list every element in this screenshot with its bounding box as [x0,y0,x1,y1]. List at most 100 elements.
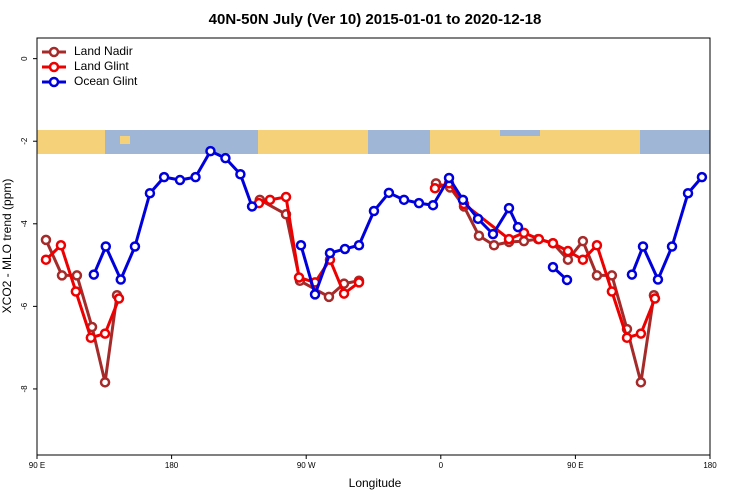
data-point [652,274,664,285]
legend-label: Ocean Glint [74,74,138,88]
data-point [635,328,647,339]
data-point [113,293,125,304]
data-point [666,241,678,252]
data-point [235,168,246,180]
y-tick-label: -6 [20,302,29,310]
data-point [443,172,455,184]
x-tick-label: 0 [439,461,444,470]
data-point [547,261,559,273]
data-point [533,233,545,245]
data-point [353,277,365,288]
x-axis-label: Longitude [349,476,402,490]
data-point [56,270,68,281]
x-tick-label: 90 E [29,461,45,470]
data-point [293,272,305,283]
data-point [55,240,67,251]
data-point [70,286,82,297]
data-point [606,286,618,297]
data-point [457,194,469,206]
data-point [40,234,52,246]
data-point [190,171,201,183]
data-point [40,254,52,265]
x-tick-label: 180 [703,461,717,470]
data-point [626,269,638,280]
data-point [174,174,186,186]
data-point [339,243,351,255]
map-land [37,130,105,154]
plot-frame [36,37,711,456]
map-land [120,136,130,144]
data-point [280,191,292,203]
map-land [430,130,500,154]
data-point [621,332,633,343]
data-point [591,270,603,281]
legend-marker [48,61,60,73]
map-land [500,136,540,154]
data-point [635,377,647,388]
data-point [577,235,589,247]
x-tick-label: 90 W [297,461,316,470]
map-land [540,130,640,154]
data-point [129,241,141,252]
data-point [429,183,441,194]
data-point [518,235,530,247]
chart-title: 40N-50N July (Ver 10) 2015-01-01 to 2020… [209,11,542,28]
data-point [591,240,603,251]
data-point [368,205,380,217]
data-point [649,293,661,304]
data-point [398,194,410,206]
legend-label: Land Nadir [74,44,133,58]
legend-label: Land Glint [74,59,129,73]
data-point [473,230,485,242]
y-axis-label: XCO2 - MLO trend (ppm) [0,179,14,314]
data-point [503,233,515,245]
data-point [144,187,156,199]
data-point [158,171,170,183]
data-point [220,152,231,164]
data-point [487,228,499,240]
x-tick-label: 90 E [567,461,583,470]
data-point [323,291,335,303]
map-land [258,130,368,154]
data-point [637,241,649,252]
data-point [295,240,307,251]
data-point [427,199,439,211]
data-point [246,201,258,212]
data-point [696,171,708,183]
data-point [99,328,111,339]
data-point [71,270,83,281]
data-point [100,241,112,252]
data-point [413,197,425,209]
y-tick-label: -4 [20,220,29,228]
data-point [205,145,216,157]
legend-marker [48,46,60,58]
data-point [309,289,321,300]
map-strip [37,130,710,154]
series-line [92,149,704,296]
data-point [324,247,336,259]
data-point [353,240,365,251]
data-point [264,194,276,206]
data-point [488,240,500,251]
y-tick-label: 0 [20,56,29,61]
legend-marker [48,76,60,88]
data-point [562,245,574,257]
data-point [99,377,111,388]
data-point [85,332,97,343]
data-point [518,227,530,239]
y-tick-label: -2 [20,137,29,145]
data-point [547,237,559,249]
data-point [115,274,127,285]
data-point [562,254,574,265]
x-tick-label: 180 [165,461,179,470]
data-point [88,269,100,280]
data-point [512,221,524,233]
data-point [503,202,515,214]
data-point [577,254,589,265]
data-point [561,274,573,286]
data-point [338,288,350,299]
data-point [682,187,694,199]
data-point [472,213,484,225]
data-point [383,187,395,199]
